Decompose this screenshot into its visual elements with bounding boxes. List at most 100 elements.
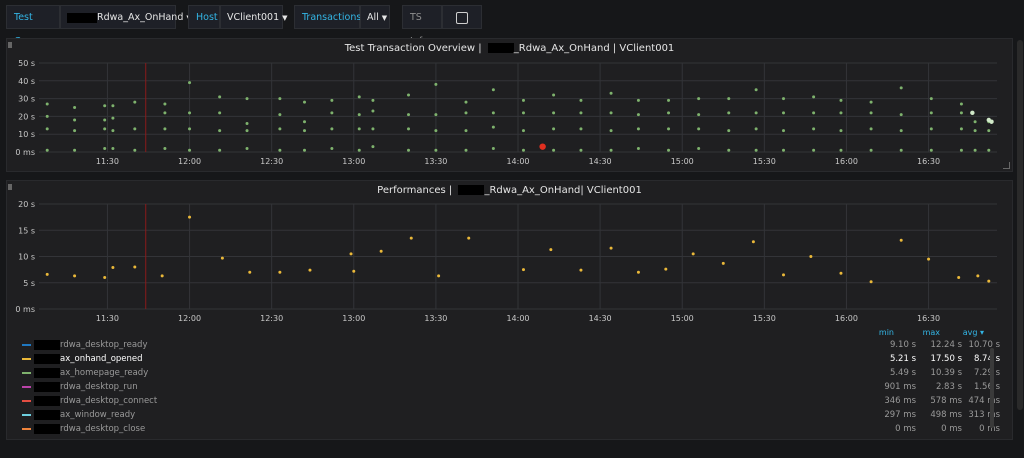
data-point[interactable] <box>303 129 307 133</box>
data-point[interactable] <box>303 100 307 104</box>
data-point[interactable] <box>163 102 167 106</box>
data-point[interactable] <box>45 272 49 276</box>
data-point[interactable] <box>521 268 525 272</box>
data-point[interactable] <box>697 146 701 150</box>
data-point[interactable] <box>357 127 361 131</box>
data-point[interactable] <box>73 148 77 152</box>
data-point[interactable] <box>407 93 411 97</box>
data-point[interactable] <box>371 127 375 131</box>
legend-header-max[interactable]: max <box>922 328 940 337</box>
data-point[interactable] <box>989 119 994 124</box>
series-color-swatch[interactable] <box>22 358 31 360</box>
series-name[interactable]: rdwa_desktop_ready <box>60 340 148 350</box>
data-point[interactable] <box>539 143 546 150</box>
data-point[interactable] <box>721 261 725 265</box>
data-point[interactable] <box>754 127 758 131</box>
data-point[interactable] <box>111 104 115 108</box>
data-point[interactable] <box>609 148 613 152</box>
data-point[interactable] <box>45 148 49 152</box>
data-point[interactable] <box>549 248 553 252</box>
data-point[interactable] <box>133 265 137 269</box>
ts-info-toggle[interactable] <box>442 5 482 29</box>
data-point[interactable] <box>163 146 167 150</box>
data-point[interactable] <box>133 127 137 131</box>
data-point[interactable] <box>464 111 468 115</box>
data-point[interactable] <box>976 274 980 278</box>
data-point[interactable] <box>691 252 695 256</box>
data-point[interactable] <box>869 148 873 152</box>
data-point[interactable] <box>133 100 137 104</box>
panel-title[interactable]: Performances | _Rdwa_Ax_OnHand| VClient0… <box>7 185 1012 196</box>
data-point[interactable] <box>697 113 701 117</box>
panel-title[interactable]: Test Transaction Overview | _Rdwa_Ax_OnH… <box>7 43 1012 54</box>
data-point[interactable] <box>163 111 167 115</box>
data-point[interactable] <box>782 111 786 115</box>
data-point[interactable] <box>330 127 334 131</box>
data-point[interactable] <box>407 148 411 152</box>
legend-row[interactable]: rdwa_desktop_close 0 ms 0 ms 0 ms <box>22 423 1000 436</box>
data-point[interactable] <box>899 86 903 90</box>
data-point[interactable] <box>491 125 495 129</box>
data-point[interactable] <box>636 113 640 117</box>
series-color-swatch[interactable] <box>22 386 31 388</box>
data-point[interactable] <box>111 266 115 270</box>
data-point[interactable] <box>812 127 816 131</box>
data-point[interactable] <box>218 95 222 99</box>
data-point[interactable] <box>103 146 107 150</box>
data-point[interactable] <box>357 95 361 99</box>
legend-header-min[interactable]: min <box>878 328 894 337</box>
data-point[interactable] <box>754 148 758 152</box>
data-point[interactable] <box>188 215 192 219</box>
data-point[interactable] <box>245 97 249 101</box>
data-point[interactable] <box>839 271 843 275</box>
drag-handle-icon[interactable] <box>8 42 12 48</box>
legend-header-avg[interactable]: avg ▾ <box>962 328 984 337</box>
data-point[interactable] <box>667 111 671 115</box>
data-point[interactable] <box>609 246 613 250</box>
data-point[interactable] <box>188 127 192 131</box>
legend-scrollbar[interactable] <box>990 348 994 428</box>
data-point[interactable] <box>218 148 222 152</box>
data-point[interactable] <box>609 129 613 133</box>
data-point[interactable] <box>727 129 731 133</box>
legend-row[interactable]: ax_window_ready 297 ms 498 ms 313 ms <box>22 409 1000 422</box>
data-point[interactable] <box>45 102 49 106</box>
data-point[interactable] <box>552 93 556 97</box>
legend-row[interactable]: ax_onhand_opened 5.21 s 17.50 s 8.74 s <box>22 353 1000 366</box>
data-point[interactable] <box>973 148 977 152</box>
data-point[interactable] <box>464 129 468 133</box>
data-point[interactable] <box>491 88 495 92</box>
data-point[interactable] <box>899 148 903 152</box>
series-color-swatch[interactable] <box>22 400 31 402</box>
data-point[interactable] <box>869 280 873 284</box>
data-point[interactable] <box>188 111 192 115</box>
data-point[interactable] <box>409 236 413 240</box>
data-point[interactable] <box>103 104 107 108</box>
data-point[interactable] <box>371 98 375 102</box>
data-point[interactable] <box>218 111 222 115</box>
data-point[interactable] <box>308 268 312 272</box>
data-point[interactable] <box>697 127 701 131</box>
data-point[interactable] <box>899 113 903 117</box>
data-point[interactable] <box>973 129 977 133</box>
data-point[interactable] <box>754 111 758 115</box>
data-point[interactable] <box>330 98 334 102</box>
series-color-swatch[interactable] <box>22 344 31 346</box>
data-point[interactable] <box>667 98 671 102</box>
data-point[interactable] <box>467 236 471 240</box>
data-point[interactable] <box>754 88 758 92</box>
data-point[interactable] <box>782 273 786 277</box>
data-point[interactable] <box>636 146 640 150</box>
data-point[interactable] <box>437 274 441 278</box>
data-point[interactable] <box>812 95 816 99</box>
data-point[interactable] <box>278 270 282 274</box>
data-point[interactable] <box>957 276 961 279</box>
data-point[interactable] <box>278 113 282 117</box>
legend-row[interactable]: rdwa_desktop_ready 9.10 s 12.24 s 10.70 s <box>22 339 1000 352</box>
data-point[interactable] <box>959 127 963 131</box>
data-point[interactable] <box>727 97 731 101</box>
series-color-swatch[interactable] <box>22 414 31 416</box>
data-point[interactable] <box>245 129 249 133</box>
data-point[interactable] <box>278 148 282 152</box>
data-point[interactable] <box>434 82 438 86</box>
